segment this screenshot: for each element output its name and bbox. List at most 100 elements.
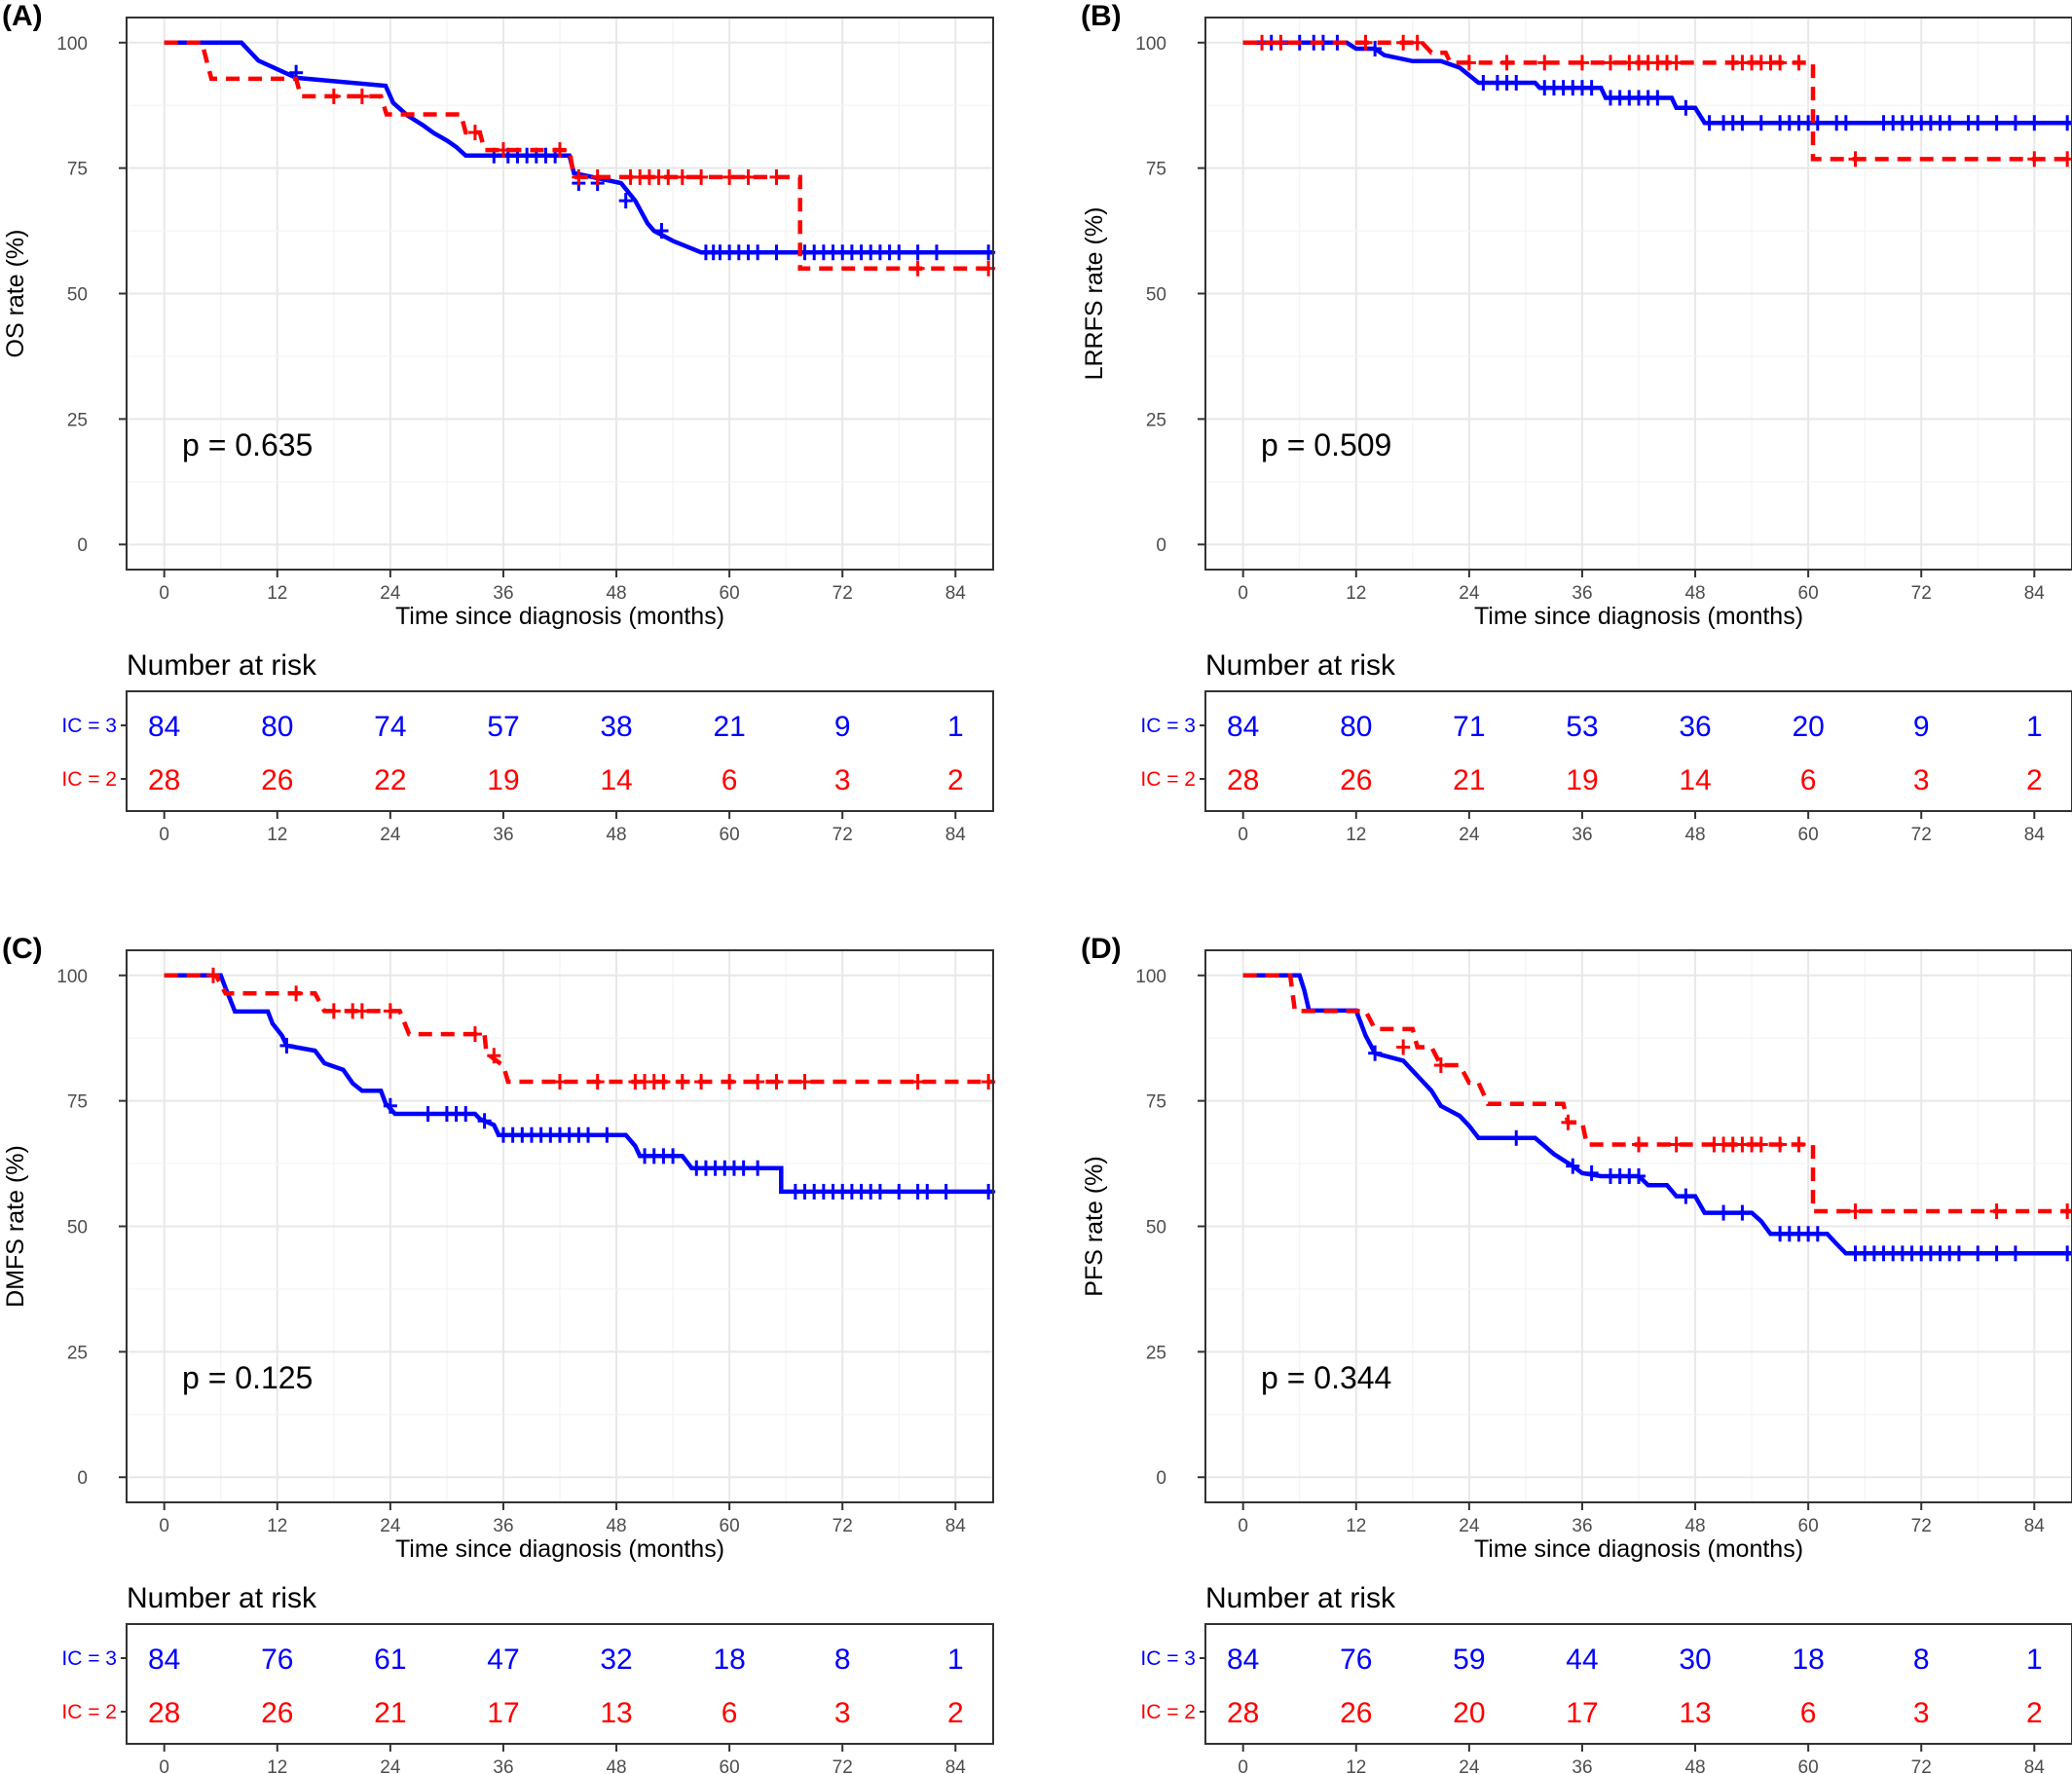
risk-count: 18	[713, 1644, 745, 1676]
censor-marks-series-0	[1368, 1045, 2072, 1262]
risk-x-tick-label: 36	[1572, 1757, 1592, 1774]
y-tick-label: 0	[1156, 1468, 1166, 1489]
y-tick-label: 50	[67, 1218, 88, 1238]
risk-row-label: IC = 2	[1140, 768, 1196, 791]
x-tick-label: 72	[832, 583, 853, 604]
survival-curve-series-0	[1242, 973, 2072, 1256]
p-value-annotation: p = 0.344	[1261, 1360, 1391, 1395]
x-tick-label: 60	[1798, 1516, 1819, 1536]
risk-x-tick-label: 0	[1238, 1757, 1248, 1774]
p-value-annotation: p = 0.125	[182, 1360, 313, 1395]
grid	[127, 950, 993, 1502]
risk-x-tick-label: 12	[267, 1757, 287, 1774]
risk-count: 18	[1792, 1644, 1824, 1676]
y-axis-title: LRRFS rate (%)	[1081, 207, 1108, 381]
risk-x-tick-label: 0	[1238, 825, 1248, 845]
risk-x-tick-label: 72	[832, 825, 853, 845]
x-tick-label: 36	[1572, 1516, 1592, 1536]
risk-x-tick-label: 48	[606, 825, 626, 845]
risk-x-tick-label: 60	[720, 825, 740, 845]
risk-count: 6	[722, 764, 738, 796]
risk-count: 20	[1453, 1697, 1485, 1729]
survival-curve-series-1	[164, 973, 993, 1085]
y-tick-label: 100	[1135, 34, 1166, 55]
x-tick-label: 60	[720, 583, 740, 604]
risk-x-tick-label: 84	[2024, 825, 2046, 845]
x-axis-title: Time since diagnosis (months)	[1474, 603, 1803, 630]
x-tick-label: 72	[1911, 583, 1932, 604]
y-axis-title: PFS rate (%)	[1081, 1156, 1108, 1296]
x-tick-label: 0	[1238, 583, 1248, 604]
risk-count: 22	[374, 764, 406, 796]
risk-row-label: IC = 3	[61, 715, 117, 737]
risk-count: 28	[1227, 1697, 1259, 1729]
risk-x-tick-label: 24	[1459, 825, 1480, 845]
y-tick-label: 0	[77, 1468, 88, 1489]
x-tick-label: 36	[493, 1516, 513, 1536]
risk-x-tick-label: 24	[380, 825, 401, 845]
risk-row-label: IC = 2	[61, 768, 117, 791]
risk-count: 13	[600, 1697, 632, 1729]
x-tick-label: 12	[1346, 1516, 1366, 1536]
risk-count: 14	[600, 764, 632, 796]
risk-x-tick-label: 60	[1798, 1757, 1819, 1774]
risk-x-tick-label: 36	[493, 825, 513, 845]
risk-count: 84	[148, 1644, 180, 1676]
risk-row-label: IC = 3	[1140, 715, 1196, 737]
risk-count: 6	[1800, 1697, 1817, 1729]
x-tick-label: 72	[1911, 1516, 1932, 1536]
p-value-annotation: p = 0.509	[1261, 427, 1391, 462]
x-tick-label: 60	[1798, 583, 1819, 604]
y-tick-label: 100	[56, 34, 88, 55]
risk-x-tick-label: 48	[1684, 1757, 1705, 1774]
risk-count: 84	[1227, 711, 1259, 743]
risk-count: 13	[1679, 1697, 1711, 1729]
risk-count: 6	[1800, 764, 1817, 796]
risk-table-title: Number at risk	[1205, 649, 1396, 682]
risk-table-title: Number at risk	[1205, 1582, 1396, 1614]
risk-count: 21	[374, 1697, 406, 1729]
risk-count: 26	[261, 764, 293, 796]
risk-count: 30	[1679, 1644, 1711, 1676]
risk-table-border	[1204, 690, 2072, 812]
x-tick-label: 48	[606, 583, 626, 604]
risk-count: 17	[487, 1697, 519, 1729]
x-tick-label: 36	[493, 583, 513, 604]
risk-count: 21	[1453, 764, 1485, 796]
x-tick-label: 0	[159, 1516, 169, 1536]
y-tick-label: 75	[1146, 160, 1166, 180]
risk-x-tick-label: 0	[159, 1757, 169, 1774]
y-tick-label: 25	[1146, 410, 1166, 430]
x-axis-title: Time since diagnosis (months)	[395, 603, 724, 630]
x-tick-label: 0	[1238, 1516, 1248, 1536]
risk-count: 3	[834, 1697, 851, 1729]
y-tick-label: 50	[1146, 285, 1166, 306]
x-axis-title: Time since diagnosis (months)	[395, 1535, 724, 1563]
risk-x-tick-label: 36	[1572, 825, 1592, 845]
panel-label: (A)	[2, 0, 43, 32]
risk-count: 28	[1227, 764, 1259, 796]
risk-x-tick-label: 72	[1911, 1757, 1932, 1774]
risk-x-tick-label: 84	[945, 1757, 967, 1774]
risk-x-tick-label: 84	[2024, 1757, 2046, 1774]
risk-count: 80	[261, 711, 293, 743]
risk-count: 20	[1792, 711, 1824, 743]
panel-label: (C)	[2, 933, 43, 965]
risk-x-tick-label: 0	[159, 825, 169, 845]
risk-count: 2	[2026, 764, 2043, 796]
y-tick-label: 50	[1146, 1218, 1166, 1238]
risk-row-label: IC = 3	[61, 1647, 117, 1670]
y-tick-label: 100	[1135, 967, 1166, 987]
risk-count: 47	[487, 1644, 519, 1676]
risk-x-tick-label: 72	[1911, 825, 1932, 845]
y-tick-label: 75	[67, 1092, 88, 1113]
y-tick-label: 0	[1156, 536, 1166, 556]
risk-count: 2	[947, 764, 964, 796]
risk-row-label: IC = 3	[1140, 1647, 1196, 1670]
risk-x-tick-label: 12	[1346, 825, 1366, 845]
risk-count: 2	[947, 1697, 964, 1729]
